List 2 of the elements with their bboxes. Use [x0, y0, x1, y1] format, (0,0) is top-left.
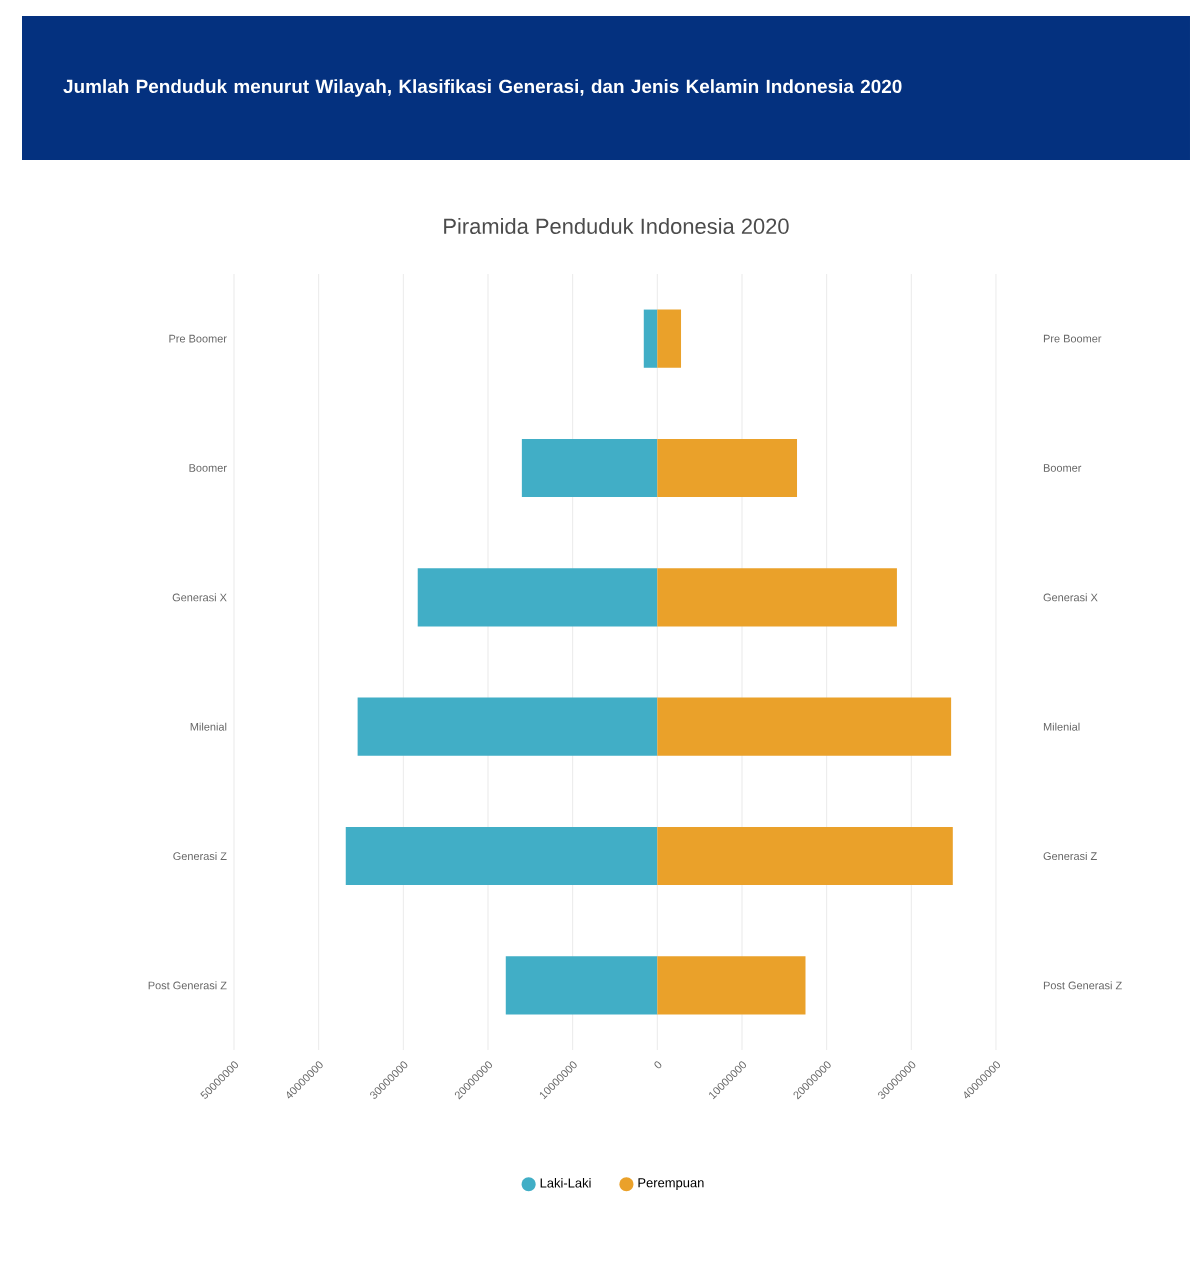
chart-title: Jumlah Penduduk menurut Wilayah, Klasifikasi Generasi, dan Jenis Kelamin Indonesia 2020	[63, 79, 902, 97]
chart-subtitle: Piramida Penduduk Indonesia 2020	[444, 217, 789, 235]
